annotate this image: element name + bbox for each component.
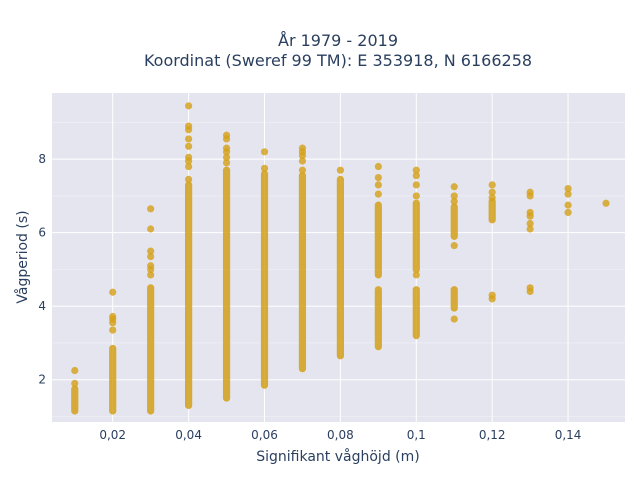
data-point bbox=[412, 192, 420, 200]
data-point-cluster bbox=[412, 199, 420, 274]
y-tick-label: 2 bbox=[38, 373, 46, 387]
data-point bbox=[564, 208, 572, 217]
data-point bbox=[450, 183, 458, 191]
data-point bbox=[564, 184, 572, 193]
data-point-cluster bbox=[450, 286, 458, 312]
data-point bbox=[412, 172, 420, 180]
data-point bbox=[412, 181, 420, 189]
y-tick-label: 8 bbox=[38, 152, 46, 166]
data-point bbox=[147, 247, 155, 255]
data-point bbox=[147, 225, 155, 233]
y-axis-ticks: 2 4 6 8 bbox=[38, 152, 46, 387]
data-point bbox=[374, 181, 382, 189]
data-point bbox=[412, 166, 420, 174]
x-tick-label: 0,04 bbox=[175, 428, 202, 442]
chart-title-line1: År 1979 - 2019 bbox=[278, 31, 398, 50]
data-point-cluster bbox=[298, 172, 307, 373]
x-tick-label: 0,14 bbox=[555, 428, 582, 442]
data-point bbox=[260, 148, 269, 156]
data-point-cluster bbox=[71, 385, 79, 415]
x-axis-label: Signifikant våghöjd (m) bbox=[256, 448, 419, 465]
data-point bbox=[336, 166, 344, 174]
data-point bbox=[298, 144, 307, 152]
x-tick-label: 0,06 bbox=[251, 428, 278, 442]
data-point bbox=[147, 262, 155, 270]
y-axis-label: Vågperiod (s) bbox=[14, 210, 31, 303]
data-point bbox=[298, 166, 307, 174]
data-point bbox=[374, 190, 382, 198]
data-point bbox=[185, 162, 193, 171]
data-point-cluster bbox=[222, 166, 231, 402]
data-point-cluster bbox=[336, 175, 344, 360]
data-point bbox=[147, 252, 155, 261]
data-point bbox=[298, 157, 307, 165]
data-point bbox=[488, 194, 496, 202]
data-point bbox=[526, 208, 534, 217]
data-point bbox=[185, 142, 193, 150]
data-point bbox=[260, 164, 269, 172]
data-point bbox=[71, 366, 79, 375]
data-point-cluster bbox=[374, 286, 382, 351]
data-point-cluster bbox=[374, 201, 382, 279]
data-point-cluster bbox=[412, 286, 420, 340]
data-point-cluster bbox=[109, 344, 117, 415]
x-tick-label: 0,08 bbox=[327, 428, 354, 442]
data-point bbox=[222, 144, 231, 152]
data-point bbox=[450, 192, 458, 200]
data-point bbox=[109, 312, 117, 321]
data-point-cluster bbox=[488, 197, 496, 224]
data-point bbox=[185, 102, 193, 110]
data-point bbox=[450, 315, 458, 323]
data-point bbox=[488, 291, 496, 299]
data-point bbox=[374, 173, 382, 182]
x-tick-label: 0,12 bbox=[479, 428, 506, 442]
data-point bbox=[602, 199, 610, 207]
data-point bbox=[526, 188, 534, 196]
data-point bbox=[564, 201, 572, 209]
x-tick-label: 0,1 bbox=[407, 428, 426, 442]
data-point bbox=[450, 241, 458, 250]
x-axis-ticks: 0,02 0,04 0,06 0,08 0,1 0,12 0,14 bbox=[99, 428, 581, 442]
data-point bbox=[185, 122, 193, 130]
data-point bbox=[526, 284, 534, 292]
data-point bbox=[488, 188, 496, 196]
data-point bbox=[222, 159, 231, 167]
data-point bbox=[185, 135, 193, 143]
data-point bbox=[185, 175, 193, 183]
data-point bbox=[185, 153, 193, 161]
data-point bbox=[147, 205, 155, 213]
y-tick-label: 6 bbox=[38, 226, 46, 240]
data-point bbox=[526, 225, 534, 233]
data-point bbox=[109, 326, 117, 334]
data-point bbox=[71, 379, 79, 388]
data-point bbox=[488, 181, 496, 189]
data-point bbox=[374, 162, 382, 171]
data-points bbox=[71, 102, 610, 415]
x-tick-label: 0,02 bbox=[99, 428, 126, 442]
data-point bbox=[412, 271, 420, 279]
data-point bbox=[222, 131, 231, 139]
y-tick-label: 4 bbox=[38, 299, 46, 313]
data-point bbox=[109, 288, 117, 296]
data-point-cluster bbox=[260, 170, 269, 389]
data-point bbox=[450, 197, 458, 206]
data-point bbox=[564, 190, 572, 198]
data-point bbox=[526, 219, 534, 228]
data-point bbox=[147, 271, 155, 279]
data-point-cluster bbox=[450, 203, 458, 240]
data-point bbox=[222, 153, 231, 161]
data-point-cluster bbox=[147, 284, 155, 415]
chart-title-line2: Koordinat (Sweref 99 TM): E 353918, N 61… bbox=[144, 51, 532, 70]
data-point-cluster bbox=[185, 181, 193, 410]
